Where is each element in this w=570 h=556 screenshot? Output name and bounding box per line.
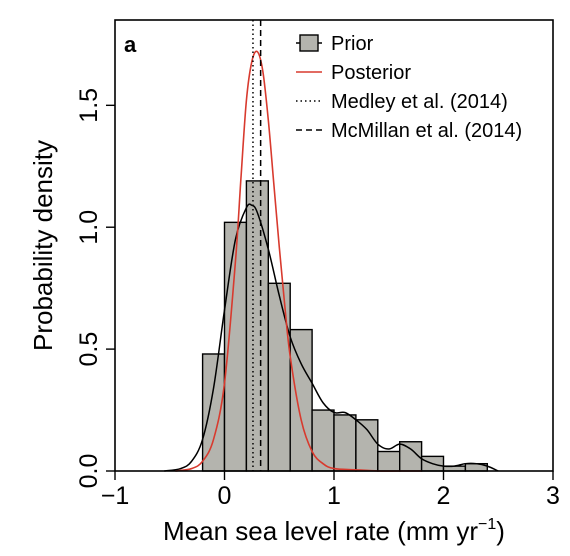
x-axis-title: Mean sea level rate (mm yr−1) (163, 516, 505, 546)
histogram-bar (201, 353, 226, 472)
histogram-bar (333, 414, 357, 472)
histogram-bar (377, 450, 401, 472)
y-axis-title: Probability density (28, 140, 58, 351)
density-curves (164, 50, 499, 472)
legend-label: McMillan et al. (2014) (331, 120, 522, 142)
legend-label: Posterior (331, 62, 411, 84)
x-axis-ticks: −1 0 1 2 3 (101, 471, 560, 510)
x-tick-label: 1 (327, 482, 341, 510)
legend-prior-swatch (299, 34, 319, 52)
panel-label: a (124, 32, 137, 57)
legend-label: Prior (331, 33, 374, 55)
histogram-bar (355, 419, 379, 472)
histogram-bar (267, 282, 291, 472)
histogram-bars (201, 180, 488, 472)
histogram-bar (311, 409, 335, 472)
x-axis-title-close: ) (496, 516, 505, 546)
x-tick-label: 2 (437, 482, 451, 510)
reference-lines (252, 20, 262, 471)
y-tick-label: 1.0 (75, 210, 103, 245)
x-tick-label: 0 (218, 482, 232, 510)
x-axis-title-main: Mean sea level rate (mm yr (163, 516, 478, 546)
histogram-bar (245, 180, 269, 472)
histogram-bar (289, 328, 313, 472)
posterior-density-line (175, 50, 422, 472)
x-tick-label: −1 (101, 482, 130, 510)
y-tick-label: 1.5 (75, 88, 103, 123)
prior-density-line (164, 203, 499, 472)
x-tick-label: 3 (546, 482, 560, 510)
y-axis-ticks: 0.0 0.5 1.0 1.5 (75, 88, 115, 488)
legend: Prior Posterior Medley et al. (2014) McMill… (296, 33, 522, 142)
plot-frame (114, 19, 554, 472)
y-tick-label: 0.0 (75, 454, 103, 489)
y-tick-label: 0.5 (75, 332, 103, 367)
legend-label: Medley et al. (2014) (331, 91, 508, 113)
x-axis-title-superscript: −1 (478, 516, 496, 533)
